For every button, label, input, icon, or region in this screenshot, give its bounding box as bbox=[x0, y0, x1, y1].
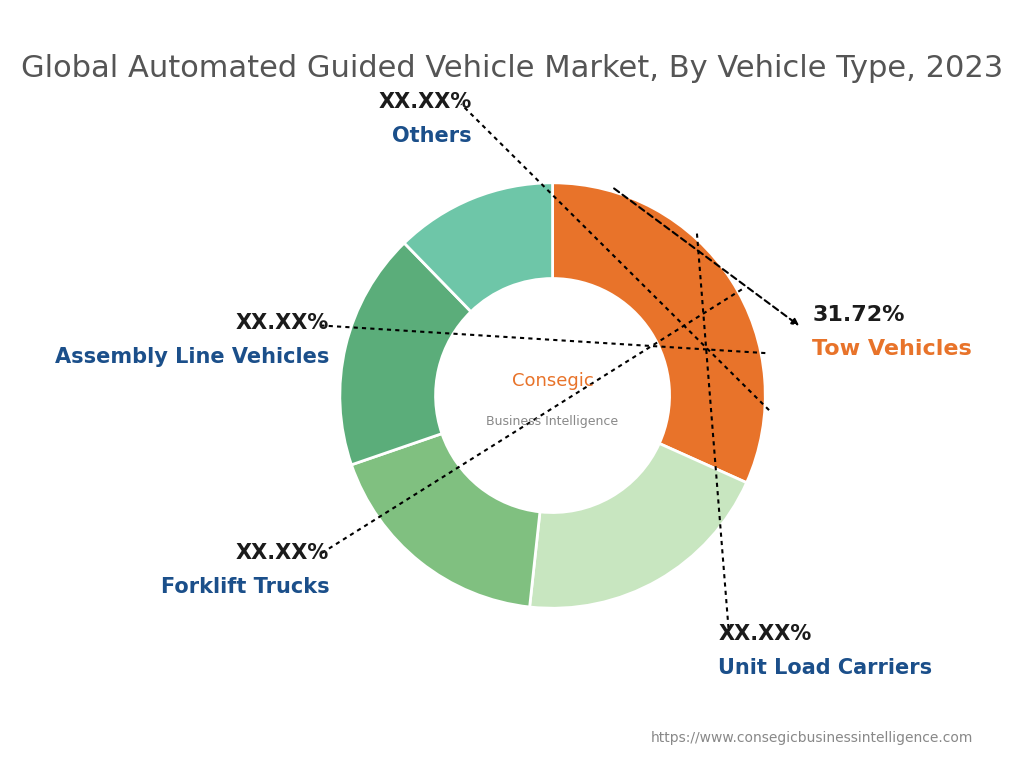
Text: Assembly Line Vehicles: Assembly Line Vehicles bbox=[55, 347, 329, 367]
Text: Business Intelligence: Business Intelligence bbox=[486, 415, 618, 428]
Text: https://www.consegicbusinessintelligence.com: https://www.consegicbusinessintelligence… bbox=[650, 731, 973, 745]
Text: Global Automated Guided Vehicle Market, By Vehicle Type, 2023: Global Automated Guided Vehicle Market, … bbox=[20, 54, 1004, 83]
Wedge shape bbox=[340, 243, 471, 465]
Text: XX.XX%: XX.XX% bbox=[379, 92, 472, 112]
Text: Unit Load Carriers: Unit Load Carriers bbox=[719, 658, 933, 678]
Wedge shape bbox=[351, 434, 540, 607]
Text: 31.72%: 31.72% bbox=[812, 305, 904, 325]
Wedge shape bbox=[553, 183, 765, 483]
Text: XX.XX%: XX.XX% bbox=[236, 543, 329, 563]
Text: XX.XX%: XX.XX% bbox=[719, 624, 812, 644]
Wedge shape bbox=[529, 443, 746, 608]
Text: XX.XX%: XX.XX% bbox=[236, 313, 329, 333]
Text: Others: Others bbox=[392, 126, 472, 146]
Text: Forklift Trucks: Forklift Trucks bbox=[161, 577, 329, 597]
Text: Consegic: Consegic bbox=[512, 372, 594, 389]
Text: Tow Vehicles: Tow Vehicles bbox=[812, 339, 972, 359]
Wedge shape bbox=[404, 183, 553, 312]
